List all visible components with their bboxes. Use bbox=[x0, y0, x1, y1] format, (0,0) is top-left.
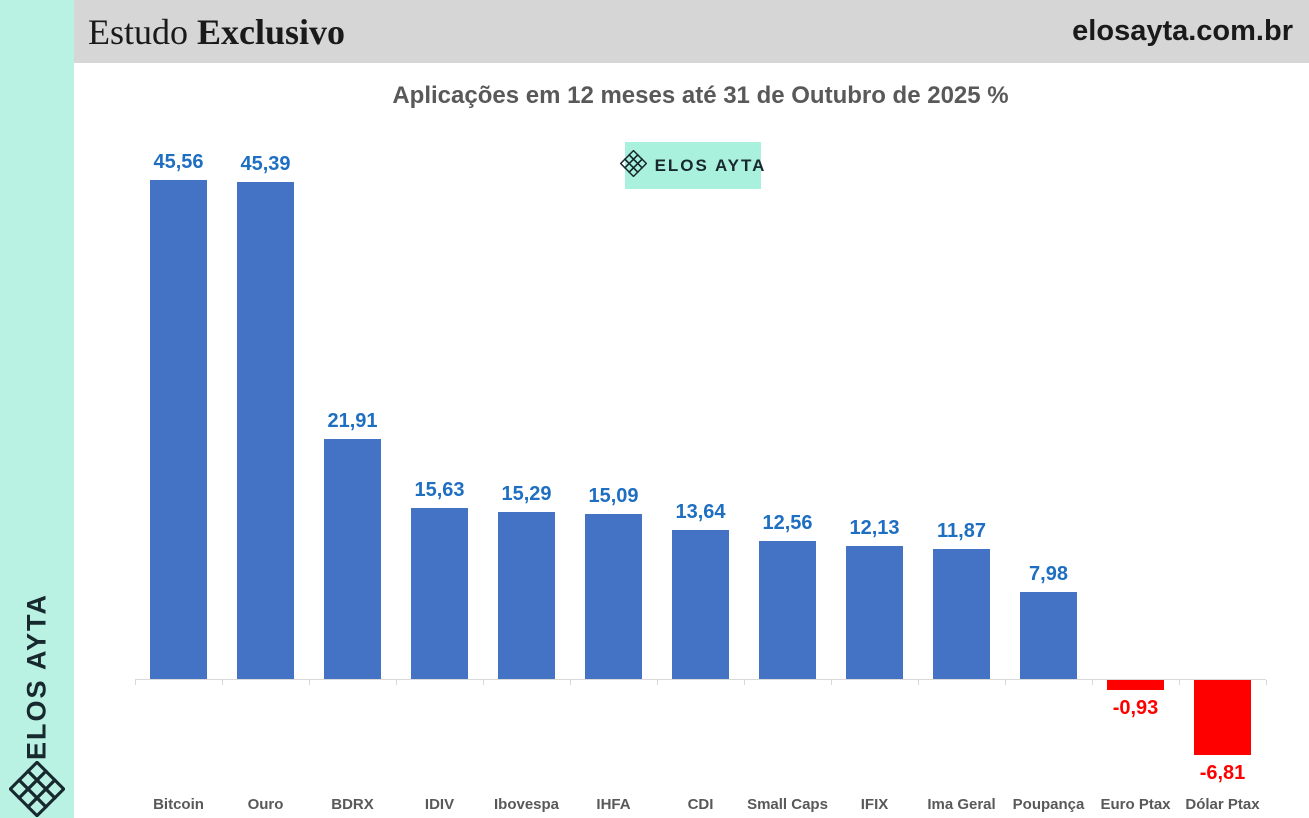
bar-value-label-ima-geral: 11,87 bbox=[937, 520, 986, 543]
bar-bdrx bbox=[324, 439, 381, 679]
bar-bitcoin bbox=[150, 180, 207, 679]
masthead-title-regular: Estudo bbox=[88, 11, 189, 52]
chart-title: Aplicações em 12 meses até 31 de Outubro… bbox=[392, 82, 1009, 109]
category-label-ima-geral: Ima Geral bbox=[927, 796, 996, 813]
axis-tick bbox=[657, 680, 658, 685]
category-axis-labels: Bitcoin Ouro BDRX IDIV Ibovespa IHFA CDI Small … bbox=[135, 796, 1266, 813]
axis-tick bbox=[918, 680, 919, 685]
axis-tick bbox=[222, 680, 223, 685]
bar-value-label-bitcoin: 45,56 bbox=[153, 151, 204, 174]
elos-ayta-lattice-icon bbox=[8, 760, 66, 818]
bar-value-label-euro-ptax: -0,93 bbox=[1112, 697, 1159, 720]
bar-ima-geral bbox=[933, 549, 990, 679]
axis-tick bbox=[570, 680, 571, 685]
axis-tick bbox=[309, 680, 310, 685]
category-label-ifix: IFIX bbox=[860, 796, 889, 813]
bar-idiv bbox=[411, 507, 468, 679]
axis-tick bbox=[744, 680, 745, 685]
bar-value-label-idiv: 15,63 bbox=[414, 478, 465, 501]
bar-small-caps bbox=[759, 541, 816, 679]
axis-tick bbox=[1092, 680, 1093, 685]
masthead-title-bold: Exclusivo bbox=[197, 11, 346, 52]
site-url: elosayta.com.br bbox=[1072, 15, 1293, 47]
bar-value-label-cdi: 13,64 bbox=[675, 500, 726, 523]
axis-tick bbox=[135, 680, 136, 685]
bar-value-label-ouro: 45,39 bbox=[240, 152, 291, 175]
bar-cdi bbox=[672, 529, 729, 679]
category-label-bitcoin: Bitcoin bbox=[153, 796, 204, 813]
bar-ouro bbox=[237, 181, 294, 679]
axis-tick bbox=[396, 680, 397, 685]
bar-value-label-ifix: 12,13 bbox=[849, 517, 900, 540]
category-label-ibovespa: Ibovespa bbox=[493, 796, 560, 813]
category-label-small-caps: Small Caps bbox=[747, 796, 828, 813]
bar-ihfa bbox=[585, 513, 642, 679]
axis-tick bbox=[1005, 680, 1006, 685]
category-label-bdrx: BDRX bbox=[331, 796, 374, 813]
sidebar-brand-text: ELOS AYTA bbox=[21, 592, 52, 760]
category-label-dolar-ptax: Dólar Ptax bbox=[1185, 796, 1260, 813]
bar-value-label-ihfa: 15,09 bbox=[588, 484, 639, 507]
elos-ayta-badge: ELOS AYTA bbox=[619, 142, 764, 189]
axis-tick bbox=[1266, 680, 1267, 685]
badge-label: ELOS AYTA bbox=[654, 155, 767, 175]
masthead-title: Estudo Exclusivo bbox=[88, 11, 345, 53]
axis-tick bbox=[483, 680, 484, 685]
category-label-ihfa: IHFA bbox=[596, 796, 631, 813]
masthead-bar: Estudo Exclusivo elosayta.com.br bbox=[74, 0, 1309, 63]
category-label-cdi: CDI bbox=[687, 796, 714, 813]
category-label-idiv: IDIV bbox=[424, 796, 455, 813]
bar-value-label-small-caps: 12,56 bbox=[762, 512, 813, 535]
axis-tick bbox=[1179, 680, 1180, 685]
bar-ibovespa bbox=[498, 511, 555, 679]
bar-chart-plot-area: 45,56 45,39 21,91 15,63 15,29 15,09 13,64 12,56… bbox=[135, 130, 1267, 790]
bar-value-label-ibovespa: 15,29 bbox=[501, 482, 552, 505]
x-axis-line bbox=[135, 679, 1266, 680]
bar-value-label-poupanca: 7,98 bbox=[1029, 562, 1068, 585]
sidebar: ELOS AYTA bbox=[0, 0, 74, 818]
bar-ifix bbox=[846, 546, 903, 679]
category-label-euro-ptax: Euro Ptax bbox=[1100, 796, 1171, 813]
axis-tick bbox=[831, 680, 832, 685]
bar-euro-ptax bbox=[1107, 680, 1164, 691]
bar-dolar-ptax bbox=[1194, 680, 1251, 755]
category-label-ouro: Ouro bbox=[247, 796, 284, 813]
bar-value-label-bdrx: 21,91 bbox=[327, 410, 378, 433]
bar-poupanca bbox=[1020, 591, 1077, 679]
bar-value-label-dolar-ptax: -6,81 bbox=[1199, 761, 1246, 784]
category-label-poupanca: Poupança bbox=[1012, 796, 1085, 813]
